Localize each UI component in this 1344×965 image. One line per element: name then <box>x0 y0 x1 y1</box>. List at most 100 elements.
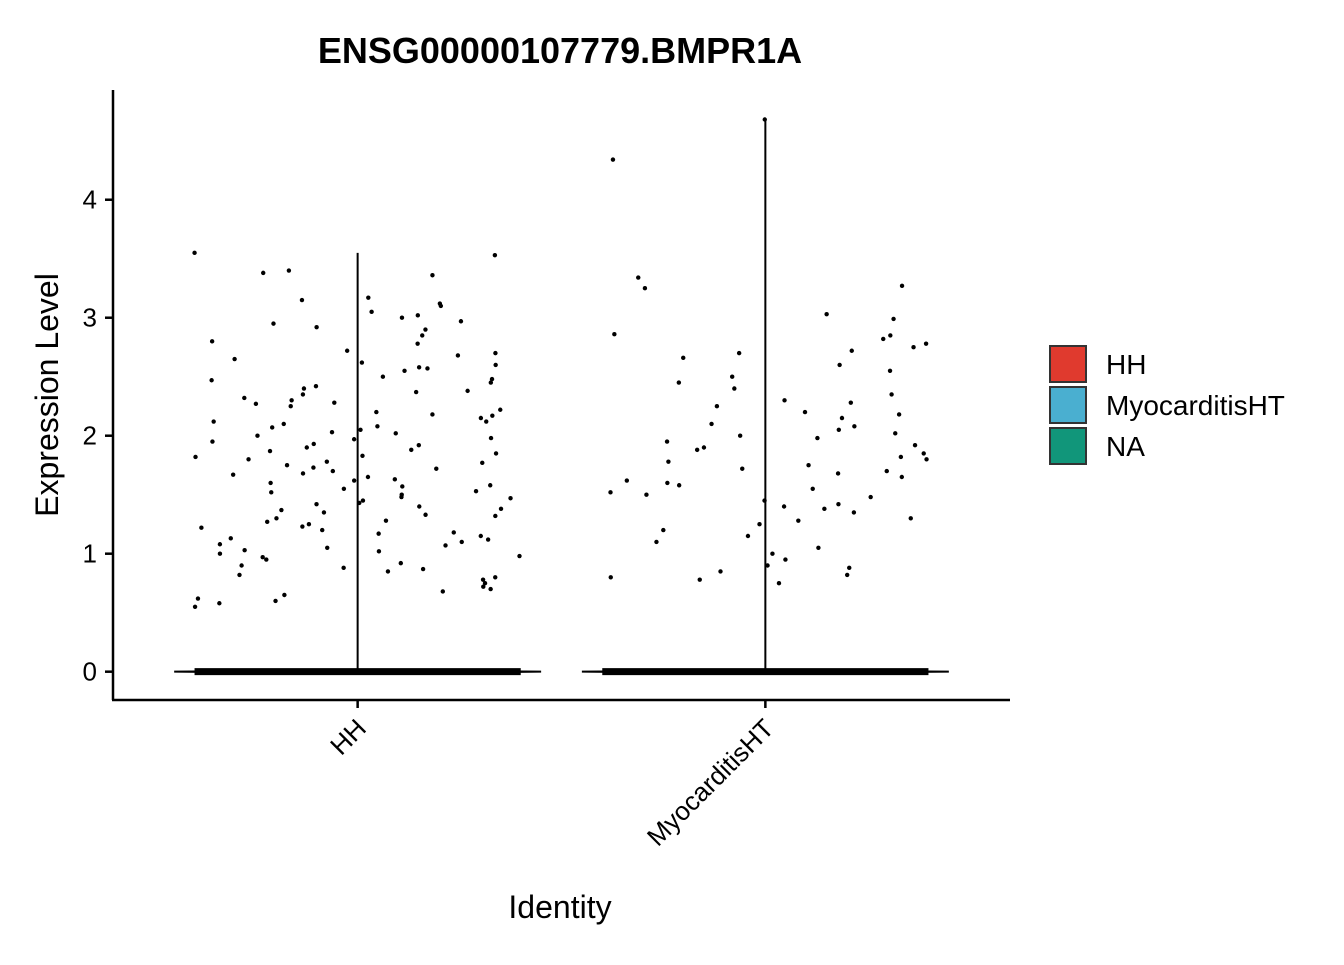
point <box>624 478 630 483</box>
point <box>498 506 504 512</box>
point <box>765 563 770 568</box>
point <box>273 598 278 604</box>
point <box>493 362 498 368</box>
point <box>484 419 489 424</box>
point <box>321 510 327 515</box>
point <box>351 478 357 483</box>
point <box>330 468 336 474</box>
point <box>440 589 446 594</box>
point <box>284 463 290 468</box>
y-tick-label: 1 <box>83 539 97 569</box>
point <box>924 457 929 462</box>
point <box>488 380 494 385</box>
point <box>676 483 682 488</box>
point <box>269 490 274 495</box>
point <box>392 477 398 482</box>
point <box>209 378 214 383</box>
point <box>493 575 498 580</box>
point <box>320 527 325 533</box>
point <box>374 409 379 415</box>
point <box>255 433 260 438</box>
point <box>393 431 398 436</box>
point <box>430 412 435 417</box>
point <box>415 313 421 318</box>
legend-label: NA <box>1106 431 1145 462</box>
point <box>654 539 659 545</box>
point <box>835 471 841 476</box>
point <box>311 441 316 447</box>
point <box>736 350 742 356</box>
point <box>480 460 485 466</box>
point <box>300 392 306 397</box>
point <box>358 427 363 433</box>
point <box>217 601 222 606</box>
point <box>776 580 782 586</box>
point <box>697 577 702 582</box>
point <box>351 437 357 442</box>
point <box>360 498 366 503</box>
point <box>451 530 456 535</box>
point <box>676 380 682 385</box>
legend-label: MyocarditisHT <box>1106 390 1285 421</box>
point <box>762 117 767 122</box>
point <box>740 466 745 471</box>
point <box>195 596 201 601</box>
point <box>610 157 616 162</box>
point <box>365 474 371 480</box>
point <box>781 504 787 509</box>
point <box>489 376 495 382</box>
point <box>311 465 316 470</box>
point <box>192 250 197 256</box>
point <box>636 275 641 280</box>
point <box>260 555 265 560</box>
point <box>881 336 886 342</box>
point <box>718 569 723 574</box>
point <box>282 592 287 598</box>
point <box>409 447 414 453</box>
point <box>416 365 422 370</box>
y-axis-label: Expression Level <box>29 273 65 517</box>
point <box>608 575 613 580</box>
point <box>332 400 337 405</box>
point <box>888 333 893 338</box>
x-tick-label: MyocarditisHT <box>641 713 780 852</box>
point <box>288 404 293 409</box>
point <box>423 327 428 332</box>
point <box>839 415 845 421</box>
point <box>493 513 498 519</box>
point <box>757 521 762 527</box>
point <box>199 525 204 530</box>
point <box>802 409 808 415</box>
point <box>385 569 391 574</box>
point <box>261 270 266 276</box>
point <box>399 315 405 320</box>
point <box>737 433 743 438</box>
point <box>490 413 495 418</box>
point <box>420 566 426 572</box>
point <box>608 490 613 495</box>
point <box>517 553 522 559</box>
point <box>908 516 913 521</box>
point <box>770 551 775 556</box>
point <box>400 484 405 489</box>
point <box>420 333 425 338</box>
point <box>921 451 926 456</box>
point <box>729 374 735 379</box>
point <box>246 457 251 462</box>
point <box>376 531 381 536</box>
point <box>482 580 488 586</box>
point <box>849 348 854 353</box>
point <box>423 512 428 517</box>
point <box>465 388 470 394</box>
point <box>911 345 916 350</box>
point <box>211 419 216 424</box>
point <box>884 468 889 474</box>
point <box>912 442 918 448</box>
point <box>492 252 498 258</box>
point <box>375 424 380 429</box>
point <box>265 519 270 525</box>
point <box>399 494 404 500</box>
point <box>232 356 237 362</box>
point <box>438 303 444 309</box>
point <box>485 537 491 542</box>
